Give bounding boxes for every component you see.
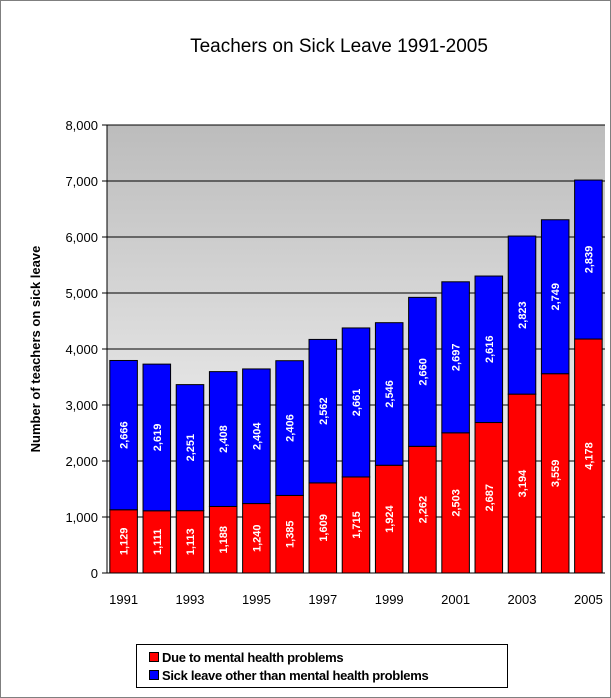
data-label-mental-health: 1,188 <box>218 526 230 554</box>
x-tick-label: 2001 <box>441 592 470 607</box>
data-label-mental-health: 1,715 <box>351 511 363 539</box>
data-label-other: 2,749 <box>550 283 562 311</box>
data-label-other: 2,666 <box>119 421 131 449</box>
bar-other-sick-leave <box>441 281 470 434</box>
legend-swatch-blue <box>149 670 159 680</box>
chart-title: Teachers on Sick Leave 1991-2005 <box>190 36 488 57</box>
data-label-other: 2,616 <box>484 336 496 364</box>
bar-other-sick-leave <box>474 275 504 424</box>
data-label-other: 2,546 <box>384 380 396 408</box>
data-label-other: 2,619 <box>152 424 164 452</box>
data-label-other: 2,661 <box>351 389 363 417</box>
bar-other-sick-leave <box>208 371 238 507</box>
data-label-mental-health: 2,687 <box>484 484 496 512</box>
bar-other-sick-leave <box>175 384 205 512</box>
data-label-mental-health: 1,240 <box>251 525 263 553</box>
legend-label: Sick leave other than mental health prob… <box>162 667 429 683</box>
x-tick-label: 2003 <box>508 592 537 607</box>
y-tick-label: 3,000 <box>65 398 98 413</box>
legend: Due to mental health problems Sick leave… <box>136 644 508 688</box>
y-tick-label: 8,000 <box>65 118 98 133</box>
data-label-mental-health: 2,262 <box>417 496 429 524</box>
data-label-mental-health: 1,609 <box>318 514 330 542</box>
y-tick-label: 7,000 <box>65 174 98 189</box>
bar-other-sick-leave <box>275 360 304 496</box>
x-tick-label: 1997 <box>308 592 337 607</box>
data-label-other: 2,406 <box>285 414 297 442</box>
x-tick-label: 1993 <box>176 592 205 607</box>
data-label-other: 2,562 <box>318 397 330 425</box>
data-label-mental-health: 4,178 <box>583 442 595 470</box>
data-label-mental-health: 2,503 <box>451 489 463 517</box>
y-tick-label: 4,000 <box>65 342 98 357</box>
legend-item-other: Sick leave other than mental health prob… <box>149 666 429 684</box>
x-tick-label: 1995 <box>242 592 271 607</box>
bar-other-sick-leave <box>408 296 437 447</box>
data-label-other: 2,839 <box>583 246 595 274</box>
bar-mental-health <box>441 432 470 574</box>
bar-other-sick-leave <box>109 359 138 511</box>
y-tick-label: 0 <box>91 566 98 581</box>
data-label-other: 2,697 <box>451 344 463 372</box>
bar-mental-health <box>540 373 570 574</box>
y-axis-label: Number of teachers on sick leave <box>28 246 43 453</box>
data-label-other: 2,408 <box>218 425 230 453</box>
bar-mental-health <box>242 503 271 574</box>
bar-other-sick-leave <box>540 219 570 375</box>
data-label-mental-health: 1,111 <box>152 529 164 555</box>
data-label-mental-health: 1,113 <box>185 528 197 555</box>
bar-other-sick-leave <box>142 363 172 512</box>
bar-mental-health <box>109 509 138 574</box>
bar-other-sick-leave <box>308 338 338 484</box>
bar-mental-health <box>341 476 371 574</box>
bar-mental-health <box>275 494 304 574</box>
legend-item-mental-health: Due to mental health problems <box>149 648 344 666</box>
data-label-mental-health: 1,385 <box>285 520 297 548</box>
x-tick-label: 1999 <box>375 592 404 607</box>
data-label-mental-health: 3,194 <box>517 469 529 497</box>
bar-other-sick-leave <box>507 235 537 395</box>
bar-mental-health <box>474 422 504 574</box>
x-tick-label: 2005 <box>574 592 603 607</box>
legend-swatch-red <box>149 652 159 662</box>
y-tick-label: 5,000 <box>65 286 98 301</box>
data-label-mental-health: 1,924 <box>384 504 396 532</box>
bar-other-sick-leave <box>242 368 271 505</box>
data-label-mental-health: 3,559 <box>550 460 562 488</box>
data-label-other: 2,251 <box>185 434 197 462</box>
y-tick-label: 2,000 <box>65 454 98 469</box>
bar-other-sick-leave <box>374 322 404 466</box>
bar-other-sick-leave <box>341 327 371 478</box>
data-label-other: 2,660 <box>417 358 429 386</box>
bar-other-sick-leave <box>574 179 603 340</box>
data-label-mental-health: 1,129 <box>119 528 131 556</box>
y-tick-label: 1,000 <box>65 510 98 525</box>
legend-label: Due to mental health problems <box>162 649 344 665</box>
x-tick-label: 1991 <box>109 592 138 607</box>
data-label-other: 2,404 <box>251 422 263 450</box>
bar-mental-health <box>142 510 172 574</box>
data-label-other: 2,823 <box>517 301 529 329</box>
bar-mental-health <box>408 445 437 574</box>
y-tick-label: 6,000 <box>65 230 98 245</box>
